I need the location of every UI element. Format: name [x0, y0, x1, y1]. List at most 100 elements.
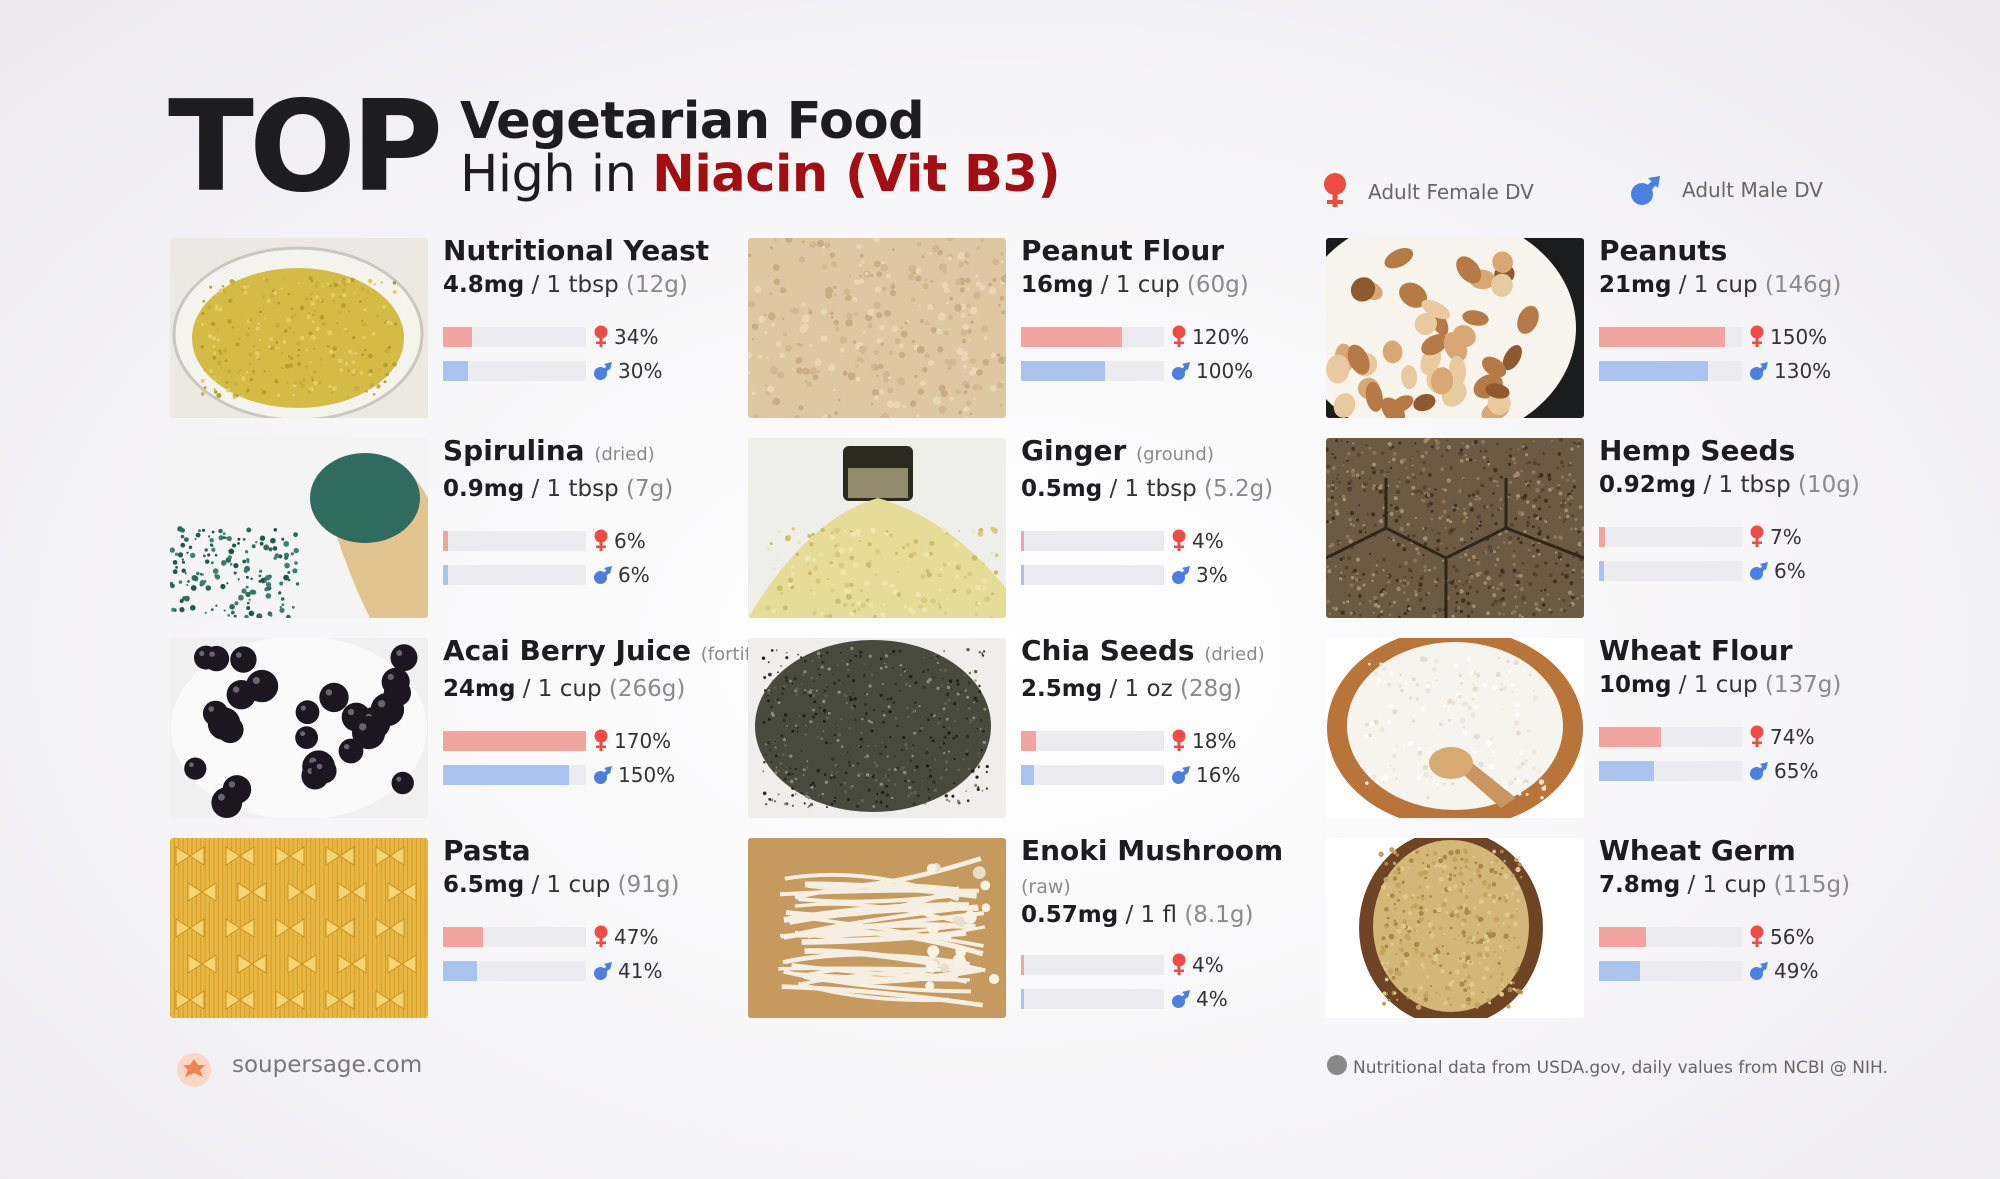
food-card: Pasta 6.5mg / 1 cup (91g) 47% 41% [170, 834, 750, 1020]
female-dv-row: 47% [443, 920, 763, 954]
food-serving: / 1 tbsp [1703, 472, 1791, 498]
female-dv-bar [1599, 727, 1662, 747]
food-serving: / 1 cup [1678, 672, 1758, 698]
female-icon [594, 325, 608, 347]
male-dv-value: 100% [1170, 359, 1253, 383]
female-icon [594, 729, 608, 751]
male-dv-bar [1021, 989, 1025, 1009]
food-weight: (12g) [626, 272, 688, 298]
male-icon [1172, 566, 1190, 584]
food-photo [748, 838, 1006, 1018]
male-dv-label: 100% [1196, 359, 1254, 383]
female-dv-row: 34% [443, 320, 763, 354]
female-dv-label: 170% [614, 729, 672, 753]
female-dv-value: 6% [592, 529, 646, 553]
female-icon [1750, 525, 1764, 547]
male-icon [594, 766, 612, 784]
food-serving: / 1 tbsp [1109, 476, 1197, 502]
food-name: Chia Seeds [1021, 634, 1195, 667]
legend-male-label: Adult Male DV [1682, 178, 1823, 202]
female-dv-value: 150% [1748, 325, 1827, 349]
food-photo [748, 638, 1006, 818]
dv-bars: 120% 100% [1021, 320, 1341, 388]
male-dv-value: 16% [1170, 763, 1240, 787]
male-icon [1172, 990, 1190, 1008]
female-dv-row: 120% [1021, 320, 1341, 354]
female-icon [1750, 925, 1764, 947]
male-dv-track [1599, 961, 1742, 981]
food-name: Nutritional Yeast [443, 234, 710, 267]
food-photo [170, 238, 428, 418]
food-amount-line: 2.5mg / 1 oz (28g) [1021, 674, 1341, 704]
female-dv-track [1021, 327, 1164, 347]
food-amount-line: 10mg / 1 cup (137g) [1599, 670, 1919, 700]
female-dv-label: 74% [1770, 725, 1815, 749]
food-name-line: Enoki Mushroom [1021, 834, 1341, 868]
female-dv-row: 4% [1021, 524, 1341, 558]
male-dv-row: 6% [1599, 554, 1919, 588]
food-weight: (8.1g) [1184, 902, 1254, 928]
food-info: Chia Seeds (dried) 2.5mg / 1 oz (28g) 18… [1021, 634, 1341, 792]
food-amount: 21mg [1599, 272, 1672, 298]
female-dv-bar [443, 531, 449, 551]
male-dv-bar [443, 765, 570, 785]
dv-bars: 56% 49% [1599, 920, 1919, 988]
female-dv-track [1021, 531, 1164, 551]
male-dv-track [1599, 361, 1742, 381]
food-serving: / 1 cup [531, 872, 611, 898]
food-name-line: Hemp Seeds [1599, 434, 1919, 468]
female-dv-track [1599, 727, 1742, 747]
female-dv-label: 150% [1770, 325, 1828, 349]
female-dv-bar [443, 731, 586, 751]
female-dv-value: 4% [1170, 529, 1224, 553]
female-dv-label: 56% [1770, 925, 1815, 949]
food-info: Spirulina (dried) 0.9mg / 1 tbsp (7g) 6%… [443, 434, 763, 592]
food-amount: 0.92mg [1599, 472, 1697, 498]
male-dv-track [443, 361, 586, 381]
food-qualifier: (raw) [1021, 876, 1071, 898]
male-dv-label: 150% [618, 763, 676, 787]
food-info: Wheat Flour 10mg / 1 cup (137g) 74% 65% [1599, 634, 1919, 788]
food-amount-line: 16mg / 1 cup (60g) [1021, 270, 1341, 300]
male-dv-value: 3% [1170, 563, 1228, 587]
female-dv-value: 74% [1748, 725, 1814, 749]
female-dv-track [1021, 955, 1164, 975]
male-dv-value: 49% [1748, 959, 1818, 983]
female-dv-track [1021, 731, 1164, 751]
food-amount: 7.8mg [1599, 872, 1681, 898]
food-name-line: Nutritional Yeast [443, 234, 763, 268]
female-dv-label: 4% [1192, 529, 1224, 553]
food-name: Pasta [443, 834, 531, 867]
food-qualifier: (dried) [594, 444, 655, 465]
food-name-line: Ginger (ground) [1021, 434, 1341, 472]
title-highlight: Niacin (Vit B3) [652, 145, 1061, 204]
male-dv-value: 130% [1748, 359, 1831, 383]
food-amount-line: 24mg / 1 cup (266g) [443, 674, 763, 704]
female-dv-track [443, 327, 586, 347]
female-dv-row: 150% [1599, 320, 1919, 354]
male-dv-track [443, 961, 586, 981]
female-dv-value: 47% [592, 925, 658, 949]
info-dot-icon [1327, 1055, 1347, 1075]
food-name: Wheat Germ [1599, 834, 1796, 867]
food-name-line: Spirulina (dried) [443, 434, 763, 472]
female-dv-row: 170% [443, 724, 763, 758]
female-dv-value: 120% [1170, 325, 1249, 349]
female-dv-bar [1021, 531, 1025, 551]
food-info: Acai Berry Juice (fortified) 24mg / 1 cu… [443, 634, 785, 792]
top-word: TOP [168, 73, 443, 220]
food-card: Ginger (ground) 0.5mg / 1 tbsp (5.2g) 4%… [748, 434, 1328, 620]
food-card: Wheat Germ 7.8mg / 1 cup (115g) 56% 49% [1326, 834, 1906, 1020]
male-dv-row: 65% [1599, 754, 1919, 788]
food-name: Peanuts [1599, 234, 1728, 267]
male-dv-row: 100% [1021, 354, 1341, 388]
male-dv-value: 30% [592, 359, 662, 383]
male-icon [594, 566, 612, 584]
female-dv-row: 74% [1599, 720, 1919, 754]
food-photo [170, 438, 428, 618]
food-weight: (91g) [617, 872, 680, 898]
dv-bars: 170% 150% [443, 724, 763, 792]
female-dv-row: 7% [1599, 520, 1919, 554]
dv-bars: 6% 6% [443, 524, 763, 592]
male-dv-value: 6% [592, 563, 650, 587]
